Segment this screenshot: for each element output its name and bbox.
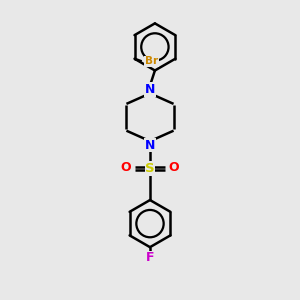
Text: F: F xyxy=(146,251,154,264)
Text: N: N xyxy=(145,139,155,152)
Text: O: O xyxy=(121,160,131,173)
Text: O: O xyxy=(169,160,179,173)
Text: N: N xyxy=(145,83,155,96)
Text: S: S xyxy=(145,162,155,175)
Text: Br: Br xyxy=(145,56,158,66)
